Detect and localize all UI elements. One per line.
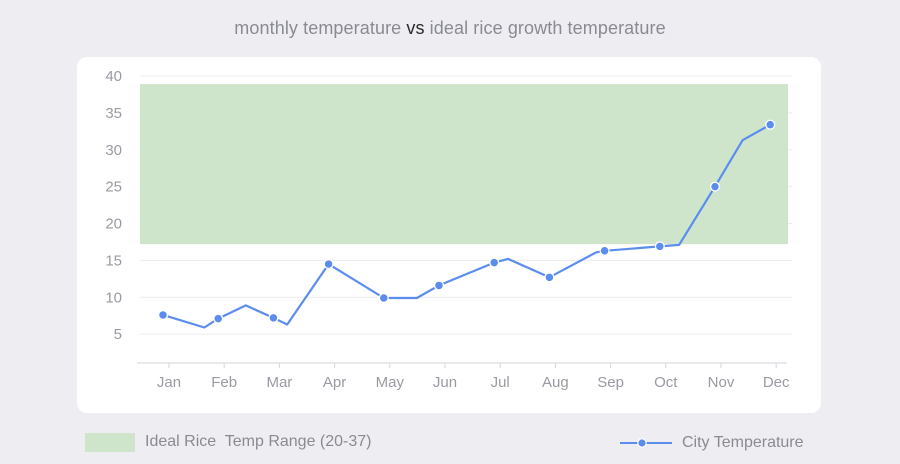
y-tick-label: 15: [105, 252, 122, 269]
data-point: [654, 241, 665, 252]
legend-line: City Temperature: [620, 432, 804, 454]
y-tick-label: 30: [105, 142, 122, 159]
data-point: [157, 309, 169, 321]
x-tick-label: Dec: [763, 374, 790, 391]
data-point: [599, 245, 610, 256]
y-tick-label: 35: [105, 105, 122, 122]
x-tick-label: Oct: [654, 374, 678, 391]
x-tick-label: Aug: [542, 374, 569, 391]
y-tick-label: 40: [105, 68, 122, 85]
x-tick-label: Sep: [597, 374, 624, 391]
y-tick-label: 25: [105, 179, 122, 196]
data-point: [213, 313, 224, 324]
x-tick-label: May: [376, 374, 405, 391]
x-tick-label: Mar: [266, 374, 292, 391]
data-point: [378, 292, 389, 304]
data-point: [323, 259, 334, 270]
x-tick-label: Feb: [211, 374, 237, 391]
data-point: [433, 280, 445, 291]
y-tick-label: 20: [105, 216, 122, 233]
legend-line-label: City Temperature: [682, 434, 804, 451]
y-tick-label: 5: [114, 326, 122, 343]
title-vs: vs: [406, 18, 425, 38]
ideal-temp-band: [140, 84, 788, 245]
legend-line-icon: [620, 438, 672, 448]
data-point: [489, 257, 500, 268]
legend-band-label: Ideal Rice Temp Range (20-37): [145, 433, 372, 450]
legend-band: Ideal Rice Temp Range (20-37): [85, 432, 372, 452]
title-part-1: monthly temperature: [234, 18, 407, 38]
chart-title: monthly temperature vs ideal rice growth…: [0, 18, 900, 39]
title-part-2: ideal rice growth temperature: [424, 18, 666, 38]
legend-band-swatch: [85, 432, 135, 452]
x-tick-label: Nov: [708, 374, 735, 391]
data-point: [765, 119, 776, 130]
x-tick-label: Jan: [157, 374, 181, 391]
x-tick-label: Jun: [433, 374, 457, 391]
y-tick-label: 10: [105, 289, 122, 306]
data-point: [544, 272, 555, 283]
series-line-city-temperature: [162, 123, 771, 329]
x-tick-label: Apr: [323, 374, 346, 391]
data-point: [268, 312, 279, 323]
data-point: [709, 181, 721, 192]
x-tick-label: Jul: [491, 374, 510, 391]
